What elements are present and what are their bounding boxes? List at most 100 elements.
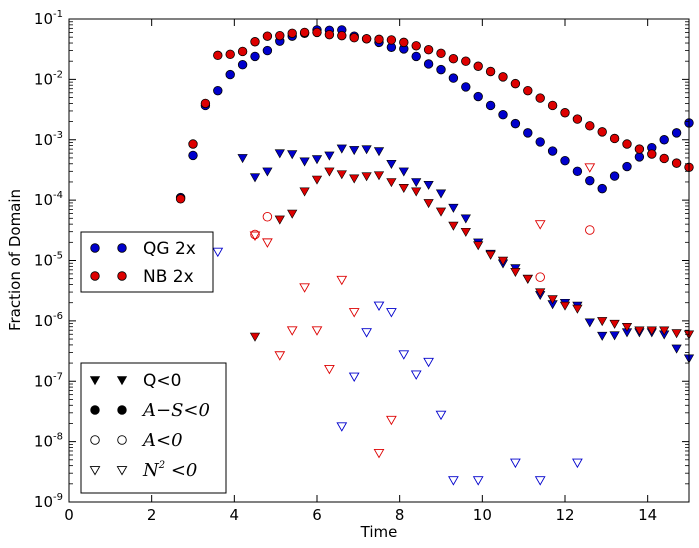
data-point (498, 72, 508, 82)
data-point (411, 187, 422, 197)
legend-series-frame (80, 231, 214, 293)
data-point (386, 415, 397, 426)
data-point (324, 365, 335, 375)
data-point (435, 189, 447, 199)
data-point (337, 30, 347, 41)
legend-markers-entries: Q<0 A−S<0 A<0 N2 <0 (89, 371, 210, 481)
data-point (299, 187, 310, 197)
data-point (659, 135, 669, 145)
data-point (448, 73, 459, 83)
data-point (348, 308, 360, 318)
data-point (460, 227, 471, 237)
data-point (275, 30, 285, 41)
data-point (287, 28, 297, 38)
data-point (349, 33, 359, 43)
data-point (597, 127, 607, 137)
data-point (448, 54, 459, 64)
data-point (324, 167, 335, 177)
series-qg-2x-circle-filled (175, 25, 694, 203)
data-point (560, 155, 570, 166)
y-axis-label: Fraction of Domain (6, 189, 24, 331)
data-point (423, 59, 434, 69)
data-point (188, 139, 198, 149)
data-point (597, 331, 608, 341)
data-point (349, 174, 360, 184)
data-point (361, 34, 372, 44)
data-point (646, 326, 657, 336)
data-point (423, 357, 434, 368)
x-tick-label: 0 (64, 506, 74, 524)
data-point (448, 476, 459, 486)
data-point (311, 155, 323, 165)
y-tick-label-exponent: -4 (53, 190, 63, 201)
data-point (572, 304, 583, 314)
data-point (510, 118, 521, 129)
data-point (497, 256, 509, 266)
data-point (585, 175, 595, 186)
y-tick-label-base: 10 (34, 372, 53, 390)
y-tick-label-exponent: -3 (53, 130, 63, 141)
data-point (262, 45, 273, 56)
x-tick-label: 6 (312, 506, 322, 524)
y-tick-label-base: 10 (34, 252, 53, 270)
y-tick-label-exponent: -1 (53, 9, 63, 20)
x-axis-label: Time (360, 523, 398, 541)
legend-marker (89, 376, 101, 386)
data-point (336, 422, 348, 432)
series-qg-2x-triangle-open (212, 247, 583, 486)
data-point (249, 173, 261, 183)
data-point (634, 326, 645, 336)
data-point (473, 61, 483, 71)
data-point (423, 199, 434, 209)
legend-label-suffix: <0 (165, 460, 197, 481)
data-point (311, 326, 323, 336)
data-point (262, 31, 273, 41)
data-point (286, 326, 298, 336)
y-tick-label-exponent: -5 (53, 251, 63, 262)
legend-label-base: N (142, 460, 160, 481)
data-point (386, 35, 397, 45)
data-point (671, 329, 682, 339)
data-point (547, 146, 558, 156)
data-point (485, 66, 496, 77)
data-point (423, 180, 434, 190)
data-point (262, 212, 273, 222)
data-point (250, 37, 260, 47)
data-point (386, 308, 397, 318)
data-point (225, 49, 235, 60)
legend-series: QG 2x NB 2x (80, 231, 214, 293)
data-point (410, 370, 422, 380)
data-point (237, 46, 248, 57)
data-point (671, 158, 682, 168)
data-point (435, 410, 447, 421)
data-point (634, 144, 645, 154)
data-point (609, 171, 620, 181)
legend-marker (90, 435, 100, 445)
data-point (584, 163, 596, 173)
data-point (436, 48, 446, 59)
data-point (436, 64, 446, 75)
data-point (448, 221, 459, 231)
data-point (175, 194, 186, 204)
data-point (572, 458, 583, 469)
data-point (250, 51, 260, 62)
data-point (262, 167, 273, 177)
x-tick-label: 4 (230, 506, 240, 524)
data-point (622, 161, 632, 172)
data-point (485, 250, 496, 260)
data-point (213, 85, 223, 96)
data-point (361, 172, 372, 182)
legend-marker (90, 243, 100, 253)
y-tick-label-base: 10 (34, 10, 53, 28)
y-tick-label-base: 10 (34, 131, 53, 149)
data-point (535, 137, 545, 147)
data-point (386, 178, 397, 188)
data-point (523, 85, 533, 96)
data-point (585, 225, 595, 235)
legend-marker (116, 466, 128, 476)
data-point (461, 82, 471, 92)
data-point (448, 203, 459, 213)
legend-marker-label: A<0 (141, 430, 183, 451)
data-point (510, 78, 521, 89)
data-point (472, 476, 484, 486)
